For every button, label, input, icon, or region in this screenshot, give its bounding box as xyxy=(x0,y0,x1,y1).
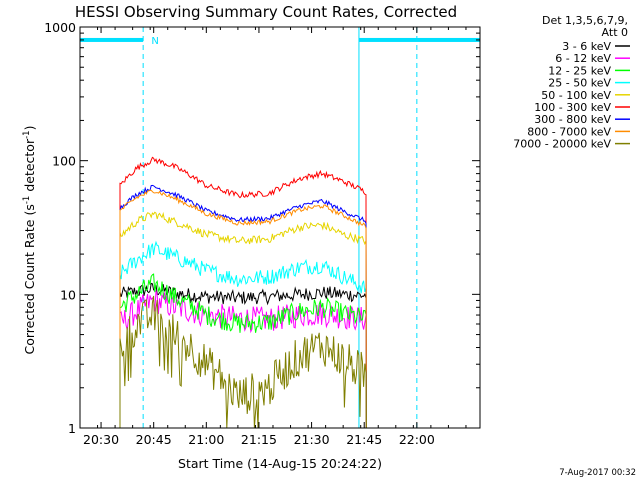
orbit-flag-bar xyxy=(358,37,480,42)
orbit-flag-label: N xyxy=(151,36,158,47)
x-axis-title: Start Time (14-Aug-15 20:24:22) xyxy=(178,456,382,471)
legend-label: 7000 - 20000 keV xyxy=(513,138,611,151)
x-tick-label: 20:45 xyxy=(136,432,172,447)
legend-label: 3 - 6 keV xyxy=(562,40,611,53)
chart-title: HESSI Observing Summary Count Rates, Cor… xyxy=(75,3,457,21)
x-tick-label: 22:00 xyxy=(399,432,435,447)
legend-label: 50 - 100 keV xyxy=(541,89,611,102)
y-axis-title: Corrected Count Rate (s-1 detector-1) xyxy=(22,126,37,355)
y-axis-title-sup1: -1 xyxy=(22,196,32,204)
x-tick-label: 21:15 xyxy=(241,432,277,447)
y-axis-title-mid: detector xyxy=(22,138,37,196)
x-tick-label: 21:45 xyxy=(346,432,382,447)
legend-header-line1: Det 1,3,5,6,7,9, xyxy=(542,14,628,27)
series-line-6 xyxy=(119,184,367,429)
y-tick-label: 10 xyxy=(60,287,76,302)
orbit-flag-bar xyxy=(80,37,144,42)
series-line-3 xyxy=(119,240,367,429)
legend-label: 300 - 800 keV xyxy=(534,113,611,126)
y-axis-title-sup2: -1 xyxy=(22,130,32,138)
x-tick-label: 21:00 xyxy=(188,432,224,447)
series-line-1 xyxy=(119,290,367,429)
legend-header-line2: Att 0 xyxy=(602,26,628,39)
series-line-4 xyxy=(119,211,367,429)
footer-date: 7-Aug-2017 00:32 xyxy=(559,468,636,478)
legend-label: 800 - 7000 keV xyxy=(527,125,611,138)
series-line-8 xyxy=(119,295,367,429)
series-line-5 xyxy=(119,156,367,429)
series-line-7 xyxy=(119,189,367,429)
y-tick-label: 1 xyxy=(68,421,76,436)
y-axis-title-prefix: Corrected Count Rate (s xyxy=(22,204,37,354)
x-tick-label: 20:30 xyxy=(83,432,119,447)
y-axis-title-suffix: ) xyxy=(22,126,37,131)
x-tick-label: 21:30 xyxy=(294,432,330,447)
legend-label: 100 - 300 keV xyxy=(534,101,611,114)
plot-frame xyxy=(79,26,481,429)
legend-label: 12 - 25 keV xyxy=(548,64,611,77)
y-axis: 1 10 100 1000 xyxy=(44,20,480,436)
legend-label: 6 - 12 keV xyxy=(555,52,611,65)
series-lines xyxy=(119,156,367,429)
legend-label: 25 - 50 keV xyxy=(548,77,611,90)
series-line-2 xyxy=(119,273,367,429)
x-axis: 20:30 20:45 21:00 21:15 21:30 21:45 22:00 xyxy=(79,27,467,447)
y-tick-label: 1000 xyxy=(44,20,76,35)
y-tick-label: 100 xyxy=(52,154,76,169)
